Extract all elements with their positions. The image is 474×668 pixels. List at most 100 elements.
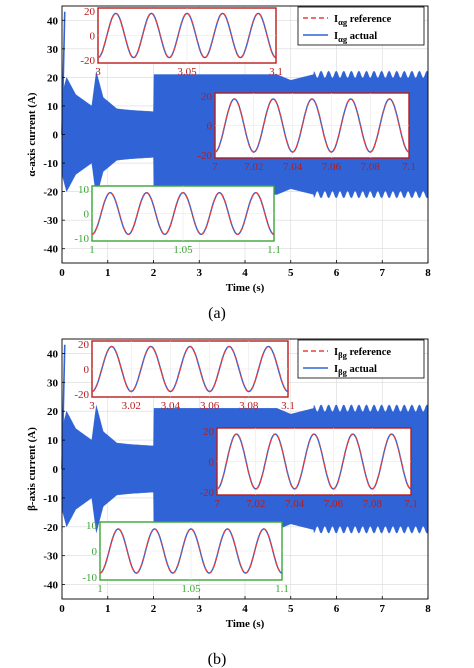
inset-x-tick-label: 7.02 bbox=[244, 161, 263, 173]
inset-y-tick-label: -20 bbox=[80, 55, 95, 67]
inset-x-tick-label: 7.02 bbox=[246, 498, 265, 510]
legend-label: Iαg actual bbox=[334, 31, 377, 44]
inset-x-tick-label: 3.1 bbox=[281, 400, 295, 412]
y-tick-label: -20 bbox=[43, 187, 58, 199]
inset-x-tick-label: 7 bbox=[212, 161, 218, 173]
inset-y-tick-label: 0 bbox=[90, 31, 96, 43]
x-axis-label: Time (s) bbox=[226, 618, 265, 630]
x-tick-label: 0 bbox=[59, 603, 65, 615]
inset-reference-line bbox=[214, 98, 410, 153]
inset-reference-line bbox=[91, 191, 275, 236]
inset-x-tick-label: 7.04 bbox=[283, 161, 303, 173]
y-tick-label: 30 bbox=[47, 377, 59, 389]
inset-x-tick-label: 3 bbox=[95, 66, 101, 78]
inset-y-tick-label: 20 bbox=[78, 339, 90, 351]
inset-x-tick-label: 7.1 bbox=[402, 161, 416, 173]
inset-y-tick-label: 0 bbox=[207, 121, 213, 133]
x-tick-label: 0 bbox=[59, 267, 65, 279]
inset-reference-line bbox=[91, 345, 289, 393]
x-tick-label: 8 bbox=[425, 267, 431, 279]
x-tick-label: 4 bbox=[242, 603, 248, 615]
legend-box bbox=[297, 6, 425, 46]
y-tick-label: 0 bbox=[53, 130, 59, 142]
inset-zoom-1s: -10 0 10 1 1.05 1.1 bbox=[74, 184, 281, 256]
x-tick-label: 5 bbox=[288, 603, 294, 615]
y-tick-label: 10 bbox=[47, 435, 59, 447]
y-tick-label: -20 bbox=[43, 522, 58, 534]
inset-reference-line bbox=[216, 433, 412, 490]
inset-x-tick-label: 1.05 bbox=[173, 244, 193, 256]
y-tick-label: 40 bbox=[47, 348, 59, 360]
panel-caption: (b) bbox=[208, 651, 227, 668]
inset-y-tick-label: -10 bbox=[82, 572, 97, 584]
inset-x-tick-label: 7.1 bbox=[404, 498, 418, 510]
x-tick-label: 5 bbox=[288, 267, 294, 279]
inset-x-tick-label: 3.04 bbox=[161, 400, 181, 412]
inset-x-tick-label: 3.06 bbox=[200, 400, 220, 412]
series-initial-spike bbox=[61, 11, 66, 135]
inset-zoom-1s: -10 0 10 1 1.05 1.1 bbox=[82, 520, 289, 595]
x-tick-label: 4 bbox=[242, 267, 248, 279]
inset-x-tick-label: 1 bbox=[97, 583, 103, 595]
inset-y-tick-label: -20 bbox=[74, 389, 89, 401]
y-tick-label: -30 bbox=[43, 215, 58, 227]
inset-x-tick-label: 1.1 bbox=[275, 583, 289, 595]
inset-y-tick-label: 10 bbox=[78, 184, 90, 196]
legend: Iβg reference Iβg actual bbox=[297, 339, 425, 379]
inset-x-tick-label: 3.1 bbox=[269, 66, 283, 78]
inset-x-tick-label: 7.08 bbox=[363, 498, 383, 510]
inset-y-tick-label: 0 bbox=[209, 457, 215, 469]
inset-reference-line bbox=[97, 12, 277, 59]
inset-y-tick-label: -20 bbox=[199, 487, 214, 499]
legend-label: Iβg actual bbox=[334, 364, 377, 377]
y-tick-label: -40 bbox=[43, 580, 58, 592]
y-tick-label: 40 bbox=[47, 15, 59, 27]
y-axis-label: β-axis current (A) bbox=[26, 427, 38, 511]
inset-x-tick-label: 1.1 bbox=[267, 244, 281, 256]
y-tick-label: 20 bbox=[47, 72, 59, 84]
inset-reference-line bbox=[99, 528, 283, 574]
y-tick-label: -10 bbox=[43, 158, 58, 170]
inset-x-tick-label: 7.06 bbox=[324, 498, 344, 510]
x-axis-label: Time (s) bbox=[226, 282, 265, 294]
inset-x-tick-label: 3.08 bbox=[239, 400, 259, 412]
inset-zoom-3s: -20 0 20 3 3.05 3.1 bbox=[80, 6, 283, 78]
y-tick-label: -30 bbox=[43, 551, 58, 563]
x-tick-label: 1 bbox=[105, 267, 111, 279]
inset-y-tick-label: -10 bbox=[74, 233, 89, 245]
inset-zoom-7s: -20 0 20 7 7.02 7.04 7.06 7.08 7.1 bbox=[197, 91, 416, 173]
inset-x-tick-label: 7.06 bbox=[322, 161, 342, 173]
x-tick-label: 7 bbox=[380, 267, 386, 279]
inset-x-tick-label: 7.08 bbox=[361, 161, 381, 173]
x-tick-label: 7 bbox=[380, 603, 386, 615]
inset-y-tick-label: 0 bbox=[84, 209, 90, 221]
y-axis-label: α-axis current (A) bbox=[26, 92, 38, 176]
x-tick-label: 6 bbox=[334, 267, 340, 279]
inset-y-tick-label: 0 bbox=[84, 364, 90, 376]
y-tick-label: -40 bbox=[43, 244, 58, 256]
inset-y-tick-label: 0 bbox=[92, 546, 98, 558]
x-tick-label: 6 bbox=[334, 603, 340, 615]
x-tick-label: 2 bbox=[151, 603, 157, 615]
x-tick-label: 3 bbox=[197, 603, 203, 615]
inset-y-tick-label: 20 bbox=[203, 426, 215, 438]
inset-x-tick-label: 3.05 bbox=[177, 66, 197, 78]
x-tick-label: 3 bbox=[197, 267, 203, 279]
inset-y-tick-label: 20 bbox=[84, 6, 96, 18]
inset-x-tick-label: 7.04 bbox=[285, 498, 305, 510]
x-tick-label: 2 bbox=[151, 267, 157, 279]
y-tick-label: -10 bbox=[43, 493, 58, 505]
y-tick-label: 10 bbox=[47, 101, 59, 113]
legend-label: Iαg reference bbox=[334, 14, 392, 27]
x-tick-label: 1 bbox=[105, 603, 111, 615]
inset-x-tick-label: 3 bbox=[89, 400, 95, 412]
inset-x-tick-label: 7 bbox=[214, 498, 220, 510]
legend-label: Iβg reference bbox=[334, 347, 391, 360]
x-tick-label: 8 bbox=[425, 603, 431, 615]
series-initial-spike bbox=[61, 344, 66, 470]
inset-x-tick-label: 3.02 bbox=[122, 400, 141, 412]
y-tick-label: 0 bbox=[53, 464, 59, 476]
